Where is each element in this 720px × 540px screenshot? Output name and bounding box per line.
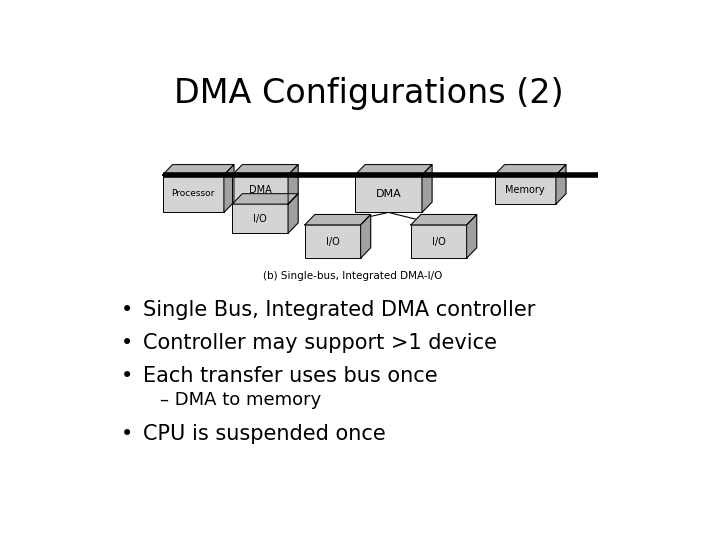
Polygon shape: [233, 165, 298, 175]
Polygon shape: [305, 214, 371, 225]
Text: Single Bus, Integrated DMA controller: Single Bus, Integrated DMA controller: [143, 300, 536, 320]
Polygon shape: [288, 194, 298, 233]
Text: DMA: DMA: [249, 185, 271, 194]
Text: Each transfer uses bus once: Each transfer uses bus once: [143, 366, 438, 386]
Text: I/O: I/O: [326, 237, 340, 247]
Text: DMA: DMA: [376, 188, 402, 199]
Text: •: •: [121, 424, 133, 444]
FancyBboxPatch shape: [411, 225, 467, 258]
Text: I/O: I/O: [253, 214, 267, 224]
Text: Processor: Processor: [171, 189, 215, 198]
Text: (b) Single-bus, Integrated DMA-I/O: (b) Single-bus, Integrated DMA-I/O: [263, 271, 442, 281]
Polygon shape: [422, 165, 432, 212]
FancyBboxPatch shape: [163, 175, 224, 212]
FancyBboxPatch shape: [305, 225, 361, 258]
FancyBboxPatch shape: [233, 204, 288, 233]
Text: Memory: Memory: [505, 185, 545, 194]
FancyBboxPatch shape: [233, 175, 288, 204]
Polygon shape: [233, 194, 298, 204]
Polygon shape: [163, 165, 234, 175]
Text: •: •: [121, 333, 133, 353]
Text: Controller may support >1 device: Controller may support >1 device: [143, 333, 497, 353]
Text: •: •: [121, 300, 133, 320]
Polygon shape: [411, 214, 477, 225]
Polygon shape: [224, 165, 234, 212]
Polygon shape: [467, 214, 477, 258]
Polygon shape: [288, 165, 298, 204]
Text: •: •: [121, 366, 133, 386]
Text: DMA Configurations (2): DMA Configurations (2): [174, 77, 564, 110]
Polygon shape: [556, 165, 566, 204]
Text: – DMA to memory: – DMA to memory: [160, 391, 321, 409]
Text: I/O: I/O: [432, 237, 446, 247]
Polygon shape: [495, 165, 566, 175]
Polygon shape: [355, 165, 432, 175]
FancyBboxPatch shape: [355, 175, 422, 212]
Polygon shape: [361, 214, 371, 258]
Text: CPU is suspended once: CPU is suspended once: [143, 424, 386, 444]
FancyBboxPatch shape: [495, 175, 556, 204]
